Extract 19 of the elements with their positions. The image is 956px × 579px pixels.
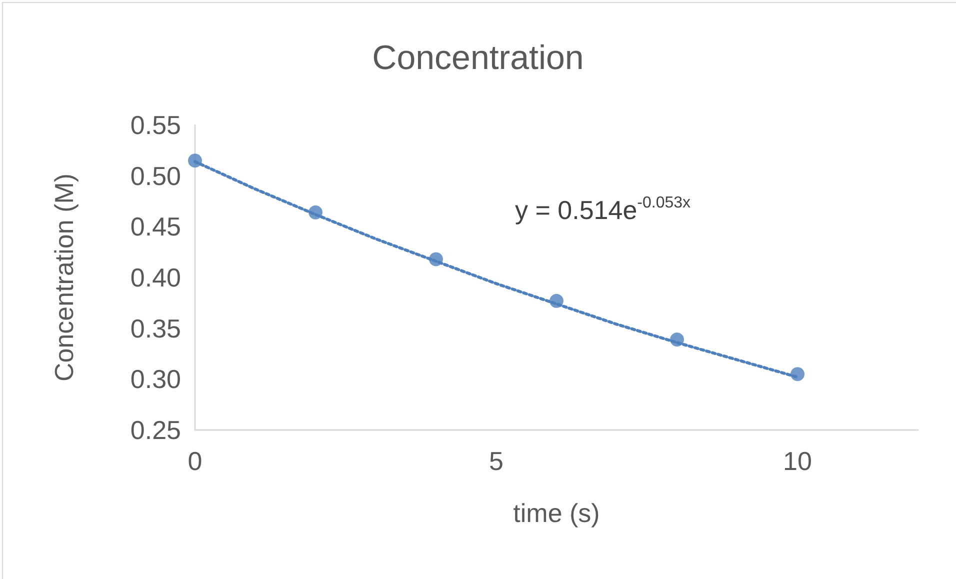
point bbox=[429, 252, 443, 266]
y-tick-label: 0.40 bbox=[130, 262, 181, 292]
x-axis-title: time (s) bbox=[513, 498, 600, 528]
y-tick-label: 0.45 bbox=[130, 212, 181, 242]
y-axis-title: Concentration (M) bbox=[49, 173, 79, 382]
x-tick-label: 10 bbox=[783, 446, 812, 476]
point bbox=[308, 205, 322, 220]
x-tick-label: 5 bbox=[489, 446, 504, 476]
chart-title: Concentration bbox=[372, 39, 584, 77]
x-tick-label: 0 bbox=[188, 446, 202, 476]
point bbox=[188, 154, 202, 168]
point bbox=[550, 294, 564, 308]
y-tick-label: 0.50 bbox=[130, 160, 181, 191]
y-tick-label: 0.35 bbox=[130, 313, 181, 344]
y-tick-label: 0.25 bbox=[130, 415, 181, 445]
y-tick-label: 0.55 bbox=[130, 110, 181, 140]
point bbox=[790, 367, 804, 382]
y-tick-label: 0.30 bbox=[130, 364, 181, 394]
point bbox=[670, 332, 684, 347]
